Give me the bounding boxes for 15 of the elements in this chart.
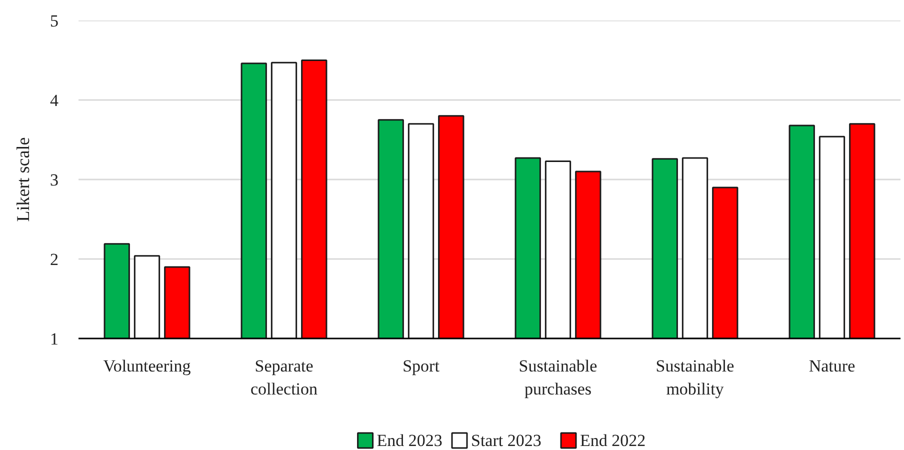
x-tick-label: Separate collection <box>250 356 318 398</box>
legend-label: Start 2023 <box>471 431 542 450</box>
legend-label: End 2023 <box>376 431 442 450</box>
x-tick-label: Nature <box>808 356 856 376</box>
y-axis-title: Likert scale <box>13 137 33 222</box>
x-tick-label: Sustainable mobility <box>656 356 734 398</box>
y-tick-label: 3 <box>50 170 58 190</box>
y-tick-label: 4 <box>50 91 59 110</box>
x-tick-label: Volunteering <box>103 356 192 376</box>
x-tick-label: Sustainable purchases <box>518 356 598 398</box>
x-tick-label: Sport <box>402 356 440 376</box>
y-tick-label: 1 <box>50 330 58 348</box>
legend-label: End 2022 <box>580 431 646 450</box>
y-tick-label: 5 <box>50 12 58 30</box>
y-tick-label: 2 <box>50 250 58 269</box>
